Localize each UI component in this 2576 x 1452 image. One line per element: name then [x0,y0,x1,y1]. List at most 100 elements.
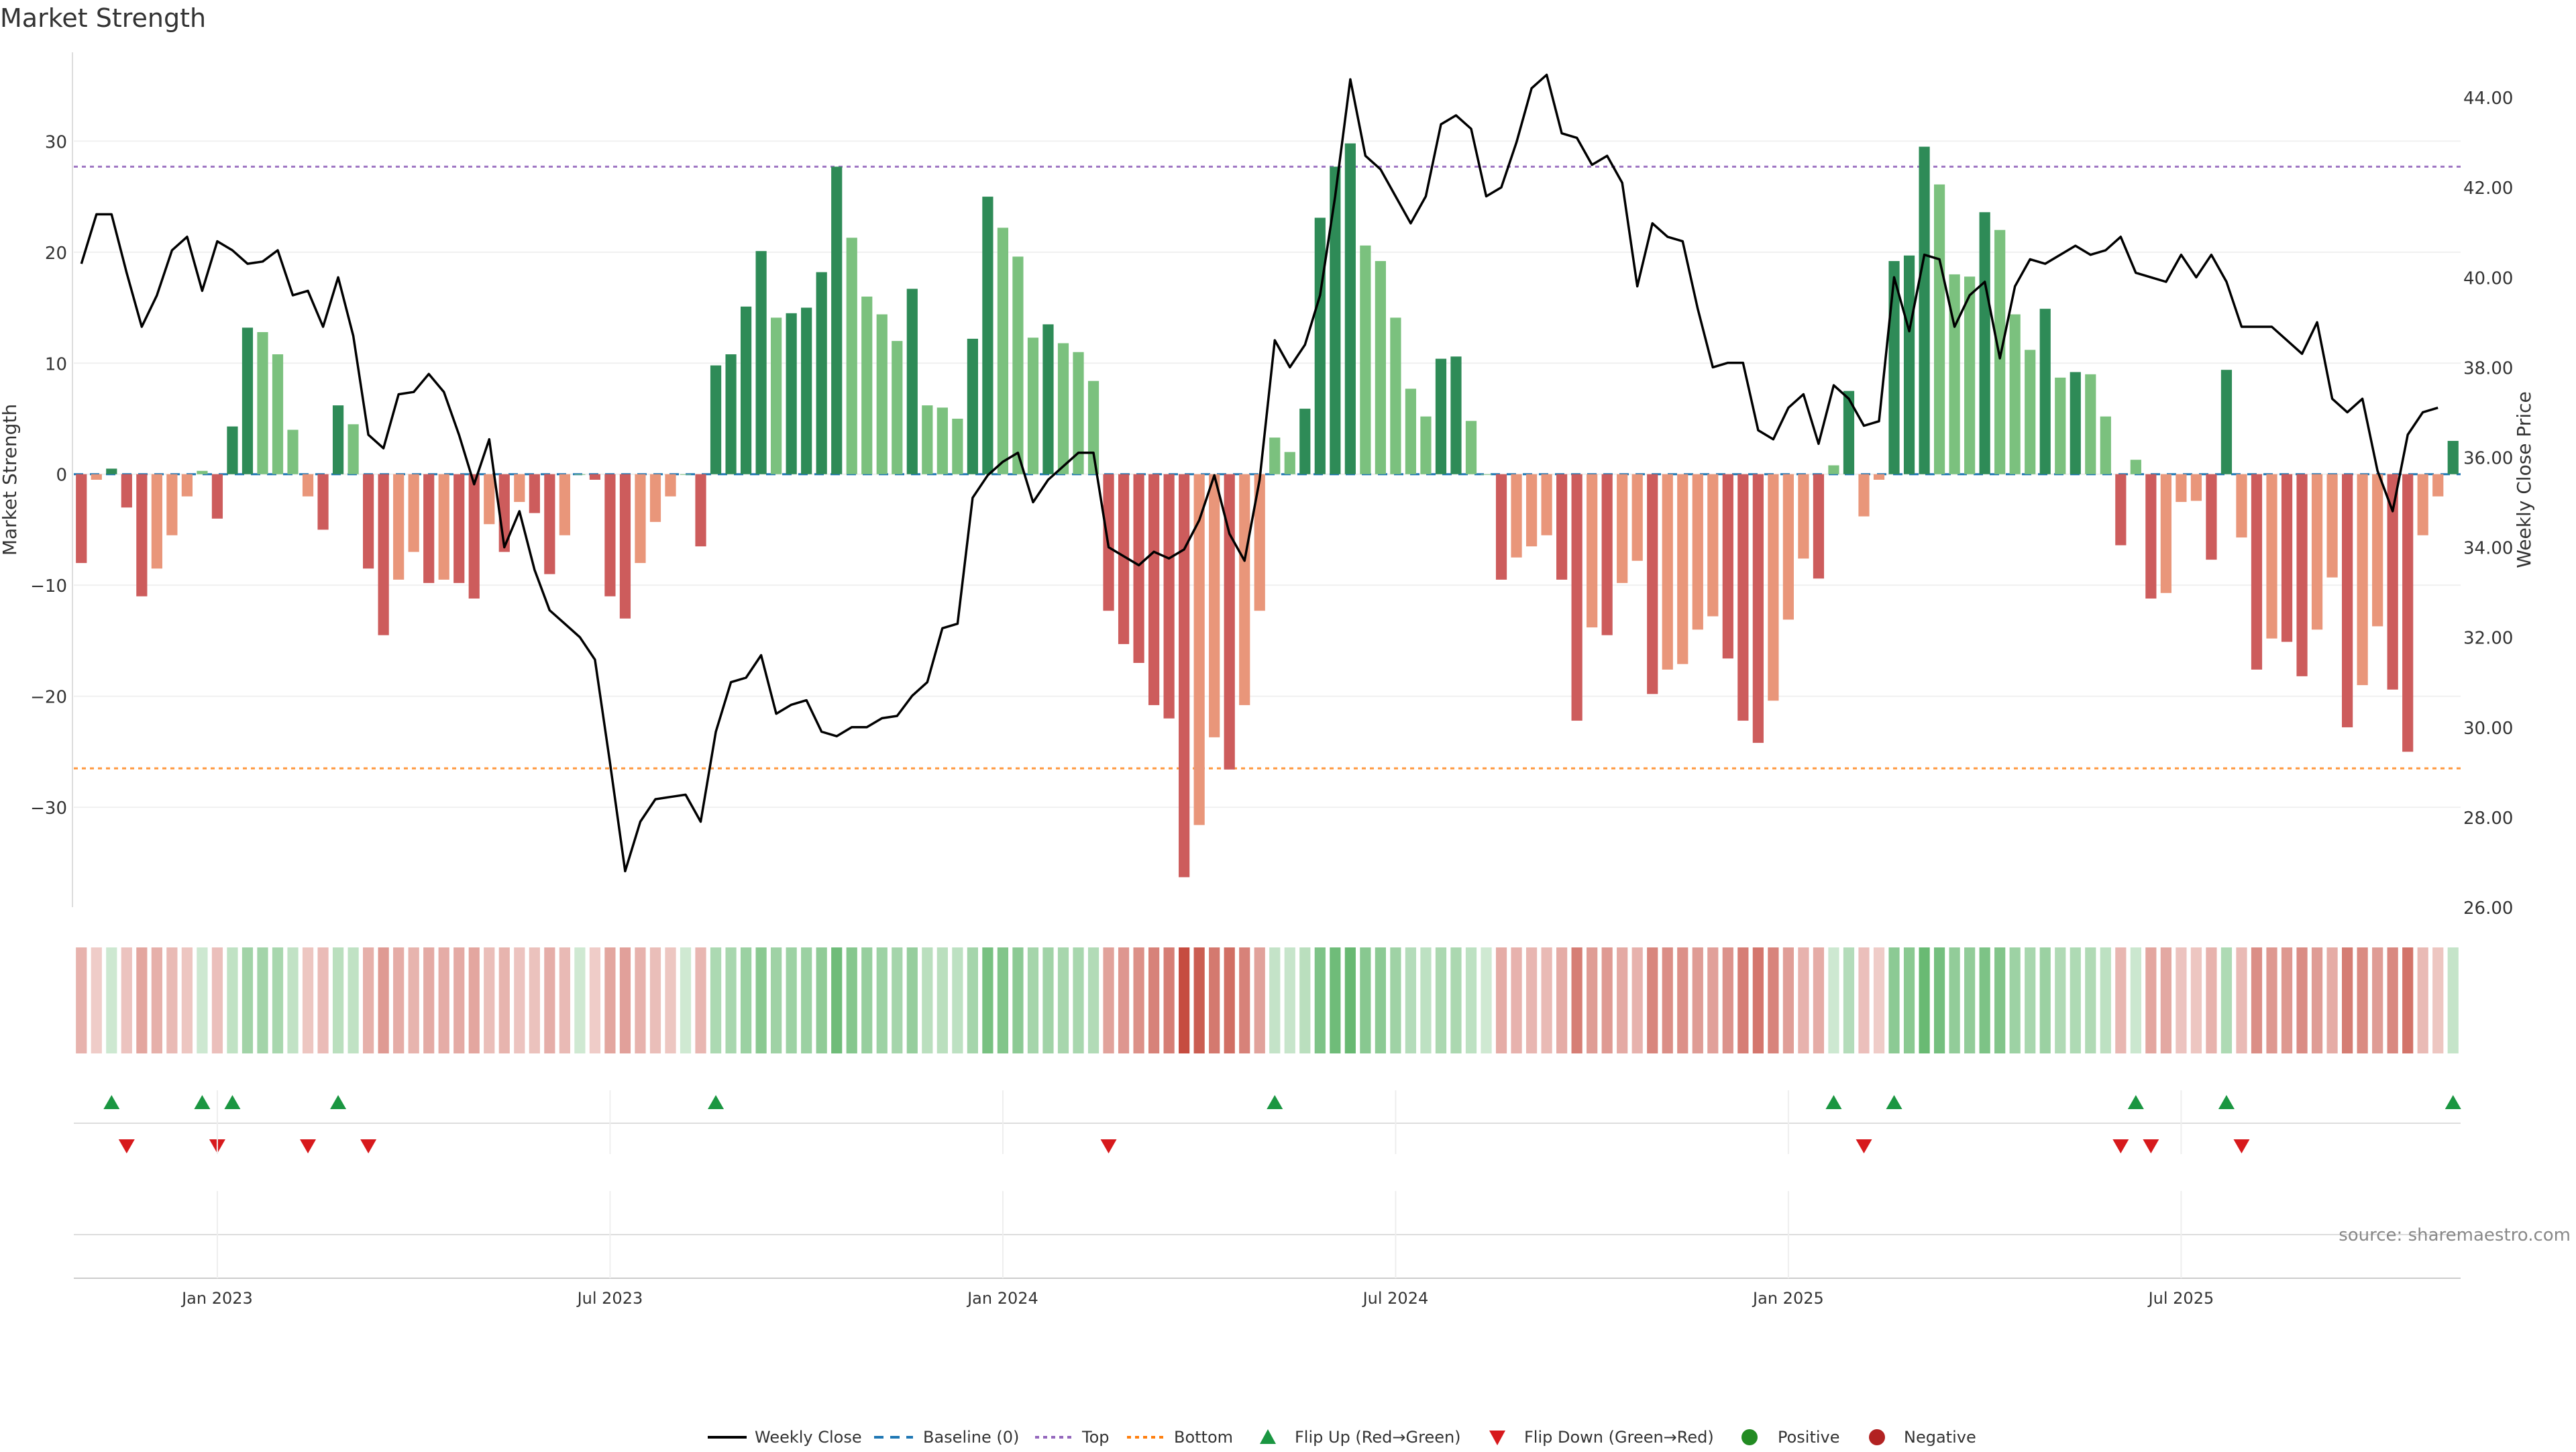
strength-bar [287,429,299,474]
heat-cell [151,947,162,1053]
strength-bar [771,317,782,474]
strength-bar [2039,309,2051,474]
heat-cell [1525,947,1538,1053]
heat-cell [1782,947,1794,1053]
heat-cell [2342,947,2353,1053]
strength-bar [302,474,314,497]
right-tick-label: 38.00 [2463,358,2513,378]
flip-down-marker [1100,1139,1117,1153]
heat-cell [906,947,918,1053]
strength-bar [1435,358,1447,474]
strength-bar [725,354,737,474]
heat-cell [529,947,540,1053]
heat-cell [1405,947,1417,1053]
strength-bar [1148,474,1160,705]
heat-cell [876,947,888,1053]
legend-label: Baseline (0) [923,1428,1019,1447]
strength-bar [272,354,284,474]
strength-bar [589,474,601,480]
heat-cell [1269,947,1281,1053]
heat-cell [665,947,676,1053]
heat-cell [695,947,706,1053]
heat-cell [1027,947,1039,1053]
heat-cell [2160,947,2171,1053]
strength-bar [2160,474,2171,593]
strength-bar [1949,274,1960,474]
heat-cell [166,947,178,1053]
right-tick-label: 26.00 [2463,898,2513,919]
strength-bar [332,405,344,474]
heat-cell [408,947,419,1053]
strength-bar [1587,474,1598,628]
heat-cell [982,947,994,1053]
heat-cell [287,947,299,1053]
heat-cell [2372,947,2383,1053]
heat-cell [2251,947,2263,1053]
heat-cell [1647,947,1658,1053]
strength-bar [1179,474,1190,878]
strength-bar [1647,474,1658,694]
legend-item: Baseline (0) [874,1428,1019,1447]
strength-bar [1919,146,1930,474]
heat-cell [2190,947,2202,1053]
strength-bar [1012,256,1024,474]
strength-bar [121,474,132,508]
flip-up-marker [330,1095,347,1109]
legend-label: Flip Down (Green→Red) [1524,1428,1714,1447]
strength-bar [257,331,268,474]
strength-bar [1118,474,1130,644]
strength-bar [2190,474,2202,501]
strength-bar [1420,416,1432,474]
right-axis: 44.00 42.00 40.00 38.00 36.00 34.00 32.00 30.00… [2463,89,2513,919]
strength-bar [1299,409,1311,474]
strength-bar [1631,474,1643,561]
strength-bar [1239,474,1250,705]
heat-cell [1209,947,1220,1053]
x-tick-label: Jul 2023 [576,1289,643,1308]
heat-cell [241,947,254,1053]
heat-cell [181,947,193,1053]
heat-cell [1541,947,1552,1053]
strength-bar [1269,437,1281,474]
strength-bar [665,474,676,497]
heat-cell [272,947,284,1053]
strength-bar [1511,474,1522,558]
heat-cell [1722,947,1733,1053]
heat-cell [1662,947,1673,1053]
strength-bar [801,307,812,474]
heat-cell [680,947,692,1053]
flip-up-marker [103,1095,120,1109]
legend-swatch [1869,1429,1885,1445]
strength-bar [982,197,994,474]
right-tick-label: 36.00 [2463,448,2513,468]
heat-cell [2115,947,2127,1053]
heat-cell [1798,947,1809,1053]
heat-cell [786,947,797,1053]
heat-cell [2326,947,2338,1053]
heat-cell [2025,947,2036,1053]
strength-bar [740,306,752,474]
heat-cell [347,947,359,1053]
heat-cell [2402,947,2414,1053]
strength-bar [151,474,162,569]
heat-cell [1994,947,2006,1053]
heat-cell [1601,947,1613,1053]
strength-bar [1858,474,1870,517]
strength-bar [1163,474,1175,719]
heat-cell [1511,947,1522,1053]
flip-down-marker [2233,1139,2250,1153]
heat-cell [76,947,87,1053]
flip-up-marker [708,1095,724,1109]
heat-cell [332,947,344,1053]
legend-item: Bottom [1127,1428,1233,1447]
heat-cell [2085,947,2096,1053]
heat-cell [604,947,616,1053]
strength-bar [1193,474,1205,825]
left-axis: 30 20 10 0 −10 −20 −30 [30,52,73,907]
strength-bar [514,474,525,503]
heat-cell [892,947,903,1053]
strength-bar [1828,465,1839,474]
legend-swatch [1741,1429,1758,1445]
right-tick-label: 34.00 [2463,539,2513,559]
